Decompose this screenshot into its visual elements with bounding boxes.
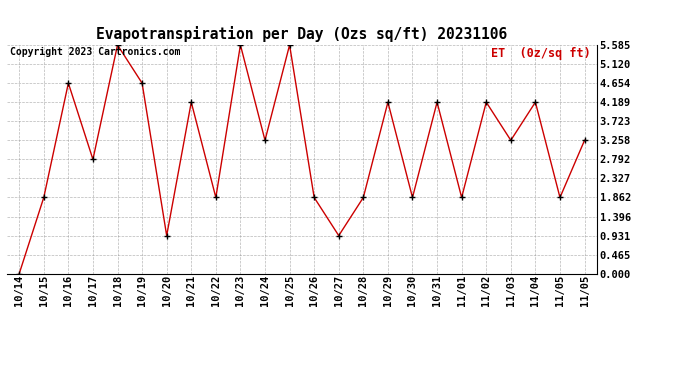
Title: Evapotranspiration per Day (Ozs sq/ft) 20231106: Evapotranspiration per Day (Ozs sq/ft) 2… <box>96 27 508 42</box>
Text: Copyright 2023 Cartronics.com: Copyright 2023 Cartronics.com <box>10 47 180 57</box>
Text: ET  (0z/sq ft): ET (0z/sq ft) <box>491 47 591 60</box>
